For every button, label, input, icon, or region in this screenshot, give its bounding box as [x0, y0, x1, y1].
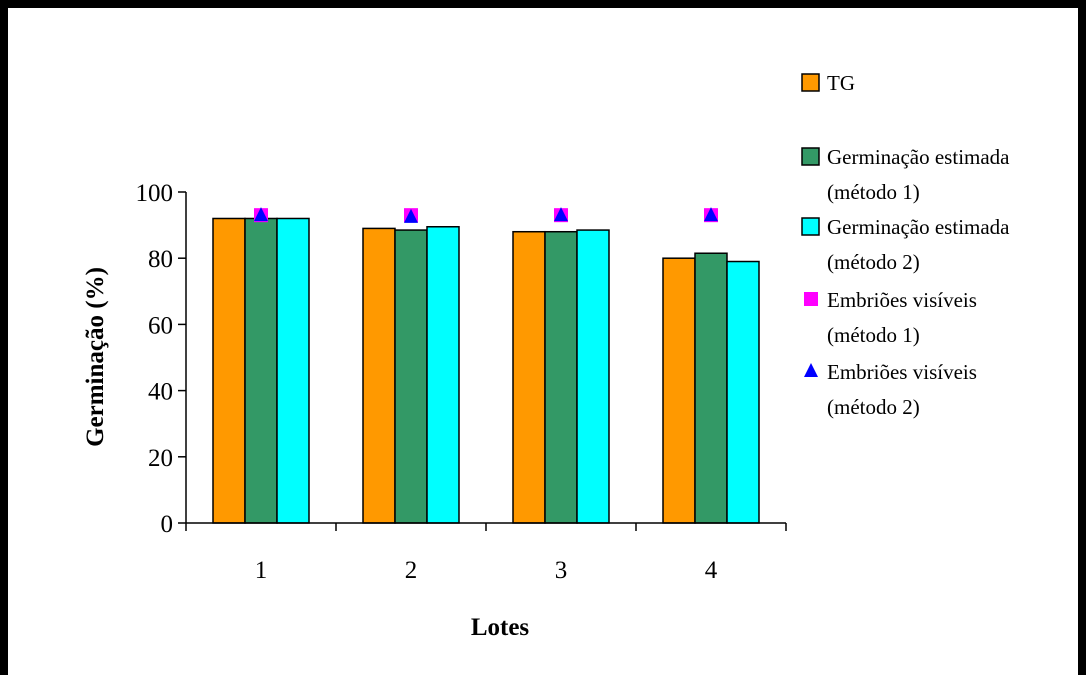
legend-key-2 — [801, 147, 820, 166]
marker-triangle-lote4 — [704, 207, 718, 222]
x-tick-label: 3 — [555, 557, 568, 584]
legend-label-3: Germinação estimada — [827, 215, 1010, 239]
legend-key-1 — [801, 73, 820, 92]
bar-series3-lote4 — [726, 260, 760, 524]
legend-label-1: TG — [827, 71, 855, 95]
bar-series1-lote1 — [212, 217, 246, 524]
marker-triangle-lote3 — [554, 207, 568, 222]
chart: 0 20 40 60 80 100 1 2 3 4 TG Germinação estimada (m… — [82, 71, 1010, 641]
x-tick-label: 2 — [405, 557, 418, 584]
legend-key-4 — [804, 292, 818, 306]
legend-label-4: Embriões visíveis — [827, 288, 977, 312]
legend-label-2: (método 1) — [827, 180, 920, 204]
bar-series3-lote1 — [276, 217, 310, 524]
y-tick-label: 20 — [148, 445, 173, 472]
marker-triangle-lote1 — [254, 207, 268, 222]
legend-label-2: Germinação estimada — [827, 145, 1010, 169]
legend-label-3: (método 2) — [827, 250, 920, 274]
bar-series2-lote1 — [244, 217, 278, 524]
bar-series2-lote4 — [694, 252, 728, 524]
bar-series1-lote3 — [512, 230, 546, 524]
marker-triangle-lote2 — [404, 208, 418, 223]
y-tick-label: 60 — [148, 312, 173, 339]
y-tick-label: 0 — [161, 511, 174, 538]
bar-series2-lote2 — [394, 229, 428, 524]
legend-label-5: (método 2) — [827, 395, 920, 419]
bar-series2-lote3 — [544, 230, 578, 524]
legend-key-5 — [804, 363, 818, 377]
bar-series3-lote2 — [426, 226, 460, 524]
x-tick-label: 4 — [705, 557, 718, 584]
bar-series3-lote3 — [576, 229, 610, 524]
bar-series1-lote4 — [662, 257, 696, 524]
x-axis-title: Lotes — [471, 614, 530, 641]
legend-label-5: Embriões visíveis — [827, 360, 977, 384]
legend-label-4: (método 1) — [827, 323, 920, 347]
y-axis-title: Germinação (%) — [82, 267, 109, 447]
legend-key-3 — [801, 217, 820, 236]
y-tick-label: 40 — [148, 379, 173, 406]
y-tick-label: 80 — [148, 246, 173, 273]
x-tick-label: 1 — [255, 557, 268, 584]
y-tick-label: 100 — [136, 180, 174, 207]
bar-series1-lote2 — [362, 227, 396, 524]
